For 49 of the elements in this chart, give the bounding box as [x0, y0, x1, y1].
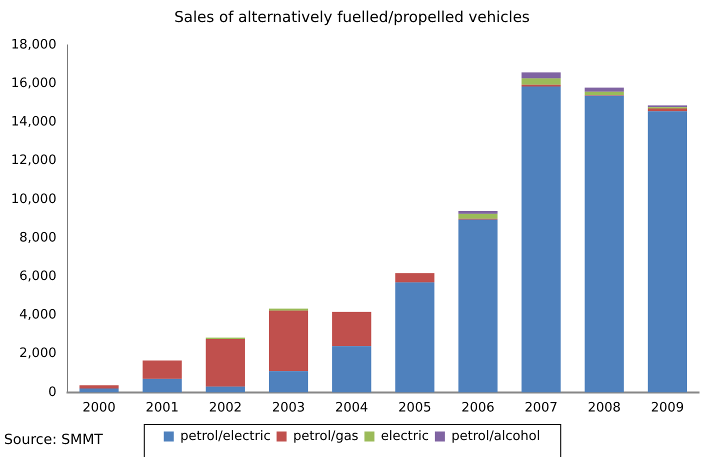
y-tick-label: 4,000	[19, 308, 56, 323]
bar	[648, 108, 687, 112]
legend-label: electric	[380, 428, 429, 444]
x-tick-label: 2009	[650, 400, 684, 416]
x-tick-label: 2000	[82, 400, 116, 416]
x-tick-label: 2002	[208, 400, 242, 416]
y-tick-label: 2,000	[19, 346, 56, 362]
bar	[584, 92, 624, 96]
x-tick-label: 2007	[524, 400, 558, 416]
bar	[522, 78, 561, 85]
bar	[522, 72, 561, 78]
legend-label: petrol/electric	[180, 428, 271, 444]
bar	[648, 111, 687, 392]
x-tick-label: 2004	[335, 400, 368, 416]
bar	[79, 388, 119, 392]
bar	[268, 310, 308, 372]
x-tick-label: 2006	[461, 400, 495, 416]
bar	[395, 282, 434, 392]
y-tick-label: 6,000	[19, 268, 56, 284]
bar	[332, 312, 372, 346]
bar	[268, 371, 308, 392]
bar	[522, 86, 561, 392]
bar	[458, 210, 498, 214]
y-tick-label: 8,000	[19, 230, 56, 246]
bar	[332, 346, 372, 392]
y-tick-label: 16,000	[10, 76, 56, 91]
bar	[142, 360, 182, 379]
bar	[584, 96, 624, 392]
bar	[395, 273, 434, 282]
bar	[206, 338, 245, 387]
bar	[584, 88, 624, 92]
bar	[79, 385, 119, 389]
bar	[458, 220, 498, 392]
bar	[458, 214, 498, 219]
y-tick-label: 14,000	[10, 114, 56, 130]
source-note: Source: SMMT	[4, 432, 104, 448]
x-tick-label: 2003	[272, 400, 306, 416]
x-tick-label: 2001	[146, 400, 179, 416]
legend-label: petrol/alcohol	[451, 428, 540, 444]
y-tick-label: 12,000	[10, 153, 56, 168]
x-tick-label: 2008	[588, 400, 621, 416]
chart-title: Sales of alternatively fuelled/propelled vehicles	[174, 8, 530, 26]
bar	[206, 386, 245, 392]
y-tick-label: 10,000	[10, 192, 56, 207]
y-tick-label: 0	[48, 384, 56, 400]
bar	[142, 378, 182, 392]
y-tick-label: 18,000	[10, 37, 56, 52]
x-tick-label: 2005	[398, 400, 432, 416]
legend-label: petrol/gas	[293, 428, 359, 444]
